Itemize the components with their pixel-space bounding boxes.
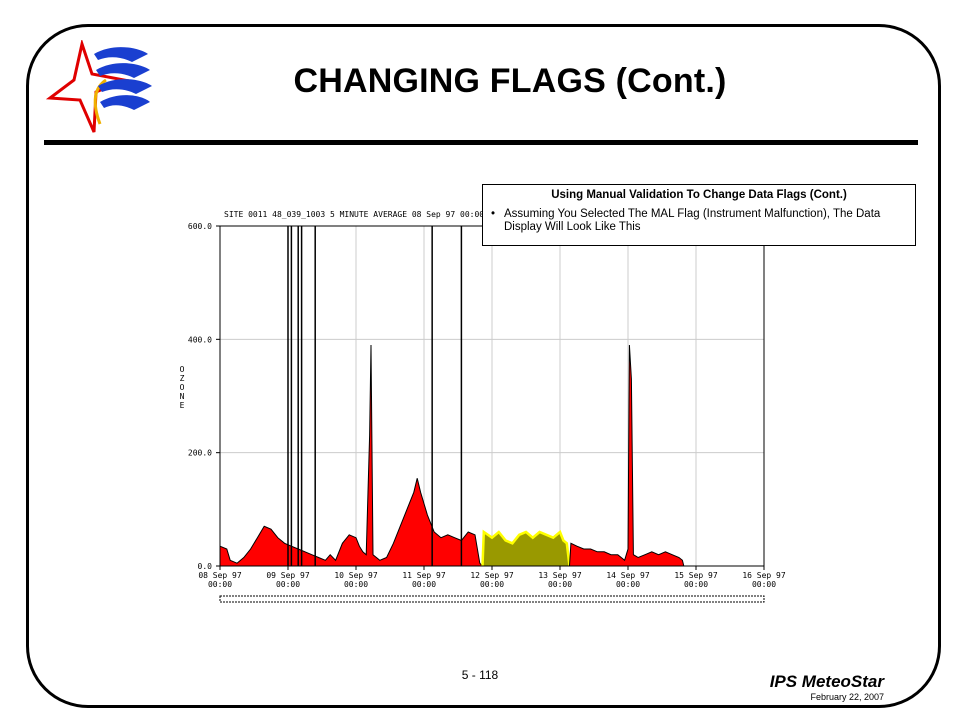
time-scrollbar[interactable]: [219, 595, 765, 603]
title-divider: [44, 140, 918, 145]
y-axis-label-letter: O: [180, 383, 185, 392]
x-tick-label-time: 00:00: [412, 580, 436, 589]
callout-title: Using Manual Validation To Change Data F…: [551, 189, 847, 201]
x-tick-label-day: 13 Sep 97: [538, 571, 582, 580]
x-tick-label-time: 00:00: [208, 580, 232, 589]
info-callout: Using Manual Validation To Change Data F…: [482, 184, 916, 246]
y-tick-label: 0.0: [198, 562, 213, 571]
valid-data-outline: [219, 344, 483, 567]
x-tick-label-time: 00:00: [616, 580, 640, 589]
mal-flagged-area: [482, 532, 570, 566]
x-tick-label-time: 00:00: [344, 580, 368, 589]
x-tick-label-time: 00:00: [548, 580, 572, 589]
y-tick-label: 600.0: [188, 222, 212, 231]
y-tick-label: 400.0: [188, 335, 212, 344]
x-tick-label-day: 11 Sep 97: [402, 571, 446, 580]
y-axis-label-letter: O: [180, 365, 185, 374]
ozone-chart: SITE 0011 48_039_1003 5 MINUTE AVERAGE 0…: [180, 210, 786, 603]
y-axis-label-letter: N: [180, 392, 185, 401]
x-tick-label-time: 00:00: [752, 580, 776, 589]
x-tick-label-day: 08 Sep 97: [198, 571, 242, 580]
x-tick-label-day: 10 Sep 97: [334, 571, 378, 580]
x-tick-label-time: 00:00: [684, 580, 708, 589]
bullet-marker: •: [491, 208, 496, 220]
valid-data-area: [220, 345, 483, 566]
x-tick-label-day: 14 Sep 97: [606, 571, 650, 580]
x-tick-label-day: 12 Sep 97: [470, 571, 514, 580]
x-tick-label-day: 16 Sep 97: [742, 571, 786, 580]
brand-name: IPS MeteoStar: [769, 672, 884, 691]
y-tick-label: 200.0: [188, 449, 212, 458]
callout-bullet: • Assuming You Selected The MAL Flag (In…: [491, 208, 907, 234]
page-number: 5 - 118: [461, 668, 499, 682]
y-axis-label-letter: Z: [180, 374, 185, 383]
valid-data-outline: [569, 344, 685, 567]
slide-date: February 22, 2007: [810, 692, 884, 702]
mal-flagged-outline: [481, 529, 571, 567]
y-axis-label-letter: E: [180, 401, 185, 410]
x-tick-label-time: 00:00: [480, 580, 504, 589]
callout-bullet-text: Assuming You Selected The MAL Flag (Inst…: [504, 208, 881, 233]
x-tick-label-day: 15 Sep 97: [674, 571, 718, 580]
chart-title: SITE 0011 48_039_1003 5 MINUTE AVERAGE 0…: [224, 210, 484, 219]
meteostar-logo-icon: [45, 40, 152, 133]
valid-data-area: [569, 345, 684, 566]
x-tick-label-day: 09 Sep 97: [266, 571, 310, 580]
slide-title: CHANGING FLAGS (Cont.): [293, 62, 727, 100]
x-tick-label-time: 00:00: [276, 580, 300, 589]
slide-frame: [26, 24, 941, 708]
